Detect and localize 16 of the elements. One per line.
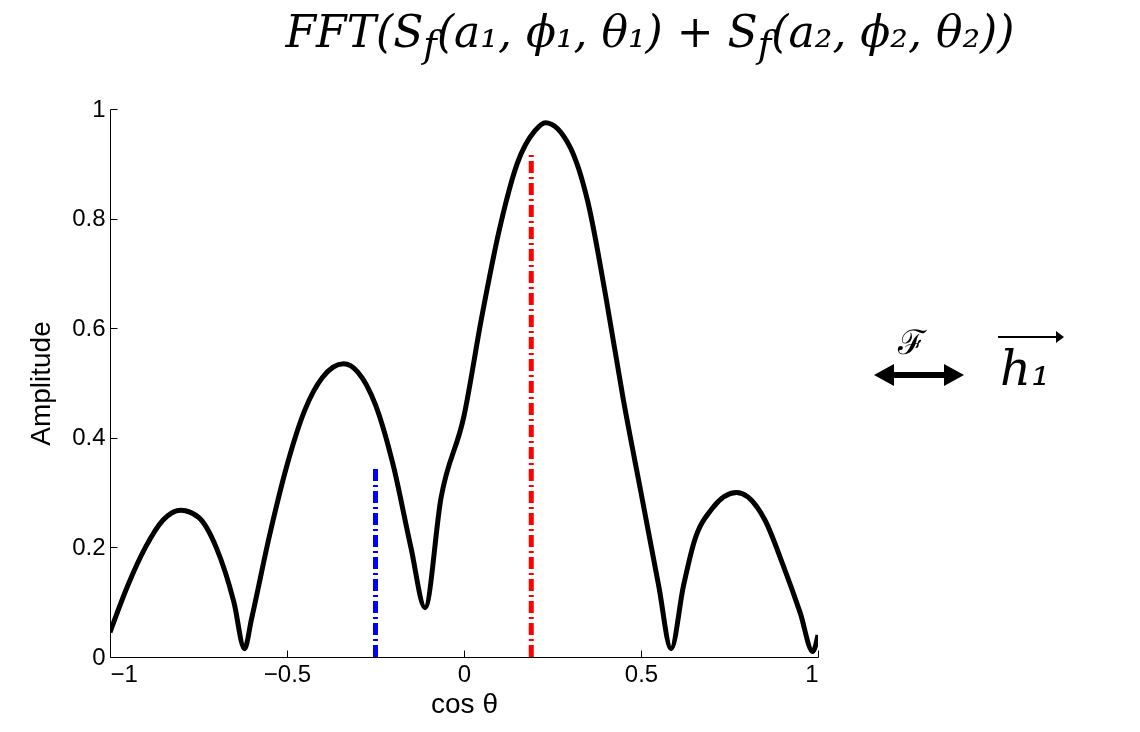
y-tick-label: 1 [92, 94, 106, 122]
y-tick-label: 0.6 [72, 313, 106, 341]
y-tick-label: 0.2 [72, 532, 106, 560]
text: h₁ [1000, 340, 1051, 396]
y-tick-label: 0.4 [72, 423, 106, 451]
text: ℱ [898, 321, 926, 364]
x-tick-label: 0 [457, 659, 472, 687]
x-tick-label: −0.5 [263, 659, 312, 687]
x-tick-label: 1 [805, 659, 819, 687]
x-tick-label: −1 [110, 659, 138, 687]
y-tick-label: 0.8 [72, 204, 106, 232]
x-axis-title: cos θ [431, 687, 498, 719]
chart-title: FFT(S$_{f}$(a₁, ϕ₁, θ₁) + S$_{f}$(a₂, ϕ₂, θ₂)) [284, 6, 1016, 66]
y-tick-label: 0 [92, 642, 106, 670]
y-axis-title: Amplitude [25, 321, 57, 446]
x-tick-label: 0.5 [624, 659, 659, 687]
